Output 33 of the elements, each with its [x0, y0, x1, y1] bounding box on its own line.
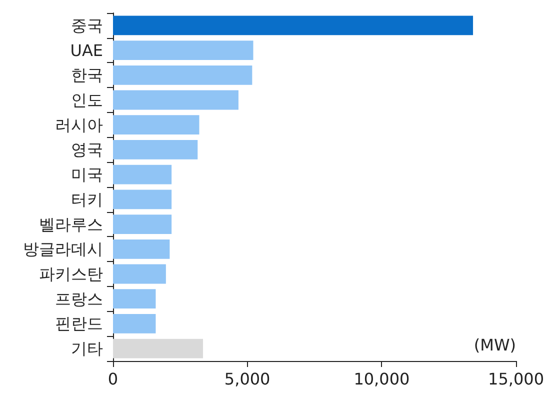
bar	[113, 16, 474, 36]
bar	[113, 264, 166, 284]
x-tick-label: 15,000	[488, 370, 544, 388]
y-tick-label: 미국	[71, 165, 103, 184]
y-tick-label: 기타	[71, 339, 103, 358]
bar	[113, 65, 252, 85]
y-tick-label: 터키	[71, 190, 103, 209]
x-tick-label: 0	[108, 370, 118, 388]
bar	[113, 40, 254, 60]
bar	[113, 289, 156, 309]
bar	[113, 338, 204, 358]
y-tick-label: 방글라데시	[23, 240, 103, 259]
y-tick-label: 벨라루스	[39, 214, 103, 234]
y-tick-label: 인도	[71, 90, 103, 110]
bar	[113, 214, 172, 234]
bar	[113, 239, 170, 259]
bar	[113, 314, 156, 334]
bar	[113, 115, 200, 135]
y-tick-label: 영국	[71, 140, 103, 160]
bar	[113, 164, 172, 184]
bar	[113, 190, 172, 210]
y-tick-label: 한국	[71, 66, 103, 85]
y-tick-label: 중국	[71, 16, 103, 35]
bar	[113, 90, 238, 110]
x-tick-label: 10,000	[354, 370, 410, 388]
y-tick-label: 러시아	[55, 115, 103, 134]
y-tick-label: 핀란드	[55, 314, 103, 334]
bar	[113, 140, 198, 160]
x-tick-label: 5,000	[224, 370, 270, 388]
x-axis-title: (MW)	[474, 336, 516, 354]
y-tick-label: 프랑스	[55, 289, 103, 308]
y-tick-label: UAE	[70, 40, 103, 60]
y-tick-label: 파키스탄	[39, 264, 103, 284]
